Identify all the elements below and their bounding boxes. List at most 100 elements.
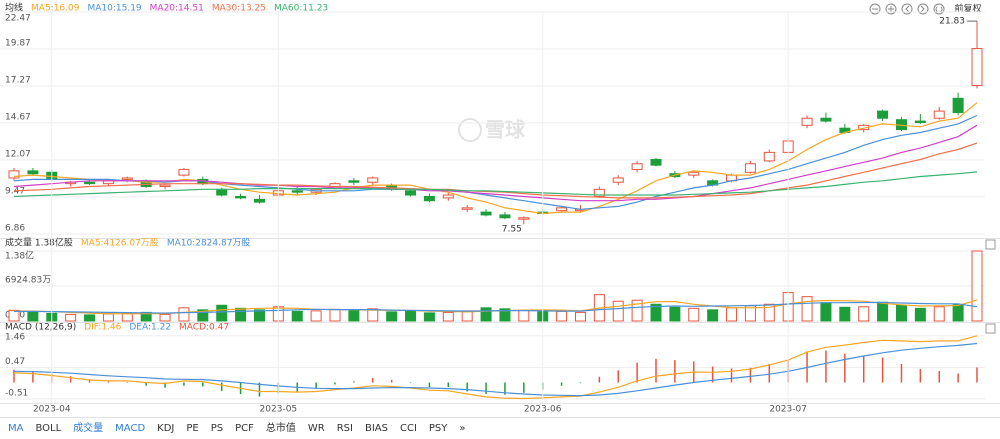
volume-bar: [574, 311, 586, 322]
candle-body: [763, 151, 775, 162]
volume-bar: [27, 311, 39, 322]
indicator-tab[interactable]: RSI: [337, 423, 353, 434]
y-tick-label: 17.27: [5, 75, 31, 85]
adjust-toggle[interactable]: 前复权: [954, 3, 981, 15]
volume-bar: [253, 309, 265, 322]
line-series: [13, 171, 978, 198]
move-left[interactable]: [901, 3, 913, 15]
volume-bar: [914, 307, 926, 322]
volume-bar: [612, 300, 624, 322]
line-series: [13, 342, 978, 397]
expand-volume[interactable]: [985, 239, 996, 250]
volume-bar: [669, 306, 681, 322]
y-tick-label: 22.47: [5, 14, 31, 24]
legend-entry: MACD:0.47: [179, 323, 229, 333]
zoom-out[interactable]: [869, 3, 881, 15]
volume-bar: [820, 302, 832, 322]
indicator-tab[interactable]: MACD: [115, 423, 145, 434]
expand-icons: [985, 239, 996, 334]
legend-entry: MA5:16.09: [31, 4, 80, 14]
volume-bar: [726, 307, 738, 322]
y-tick-label: 1.46: [5, 333, 25, 343]
watermark-logo: [458, 118, 482, 142]
legend-entry: MA10:2824.87万股: [167, 238, 251, 249]
candle-body: [253, 198, 265, 203]
legend-title: MACD (12,26,9): [5, 323, 76, 333]
volume-bar: [556, 310, 568, 322]
high-annotation: 21.83: [939, 17, 965, 27]
candle-body: [27, 170, 39, 175]
zoom-in[interactable]: [885, 3, 897, 15]
legend-entry: MA60:11.23: [274, 4, 328, 14]
candle-body: [801, 117, 813, 126]
candle-body: [480, 211, 492, 216]
volume-bar: [291, 310, 303, 322]
volume-bar: [442, 311, 454, 322]
volume-bar: [405, 310, 417, 322]
volume-bar: [877, 301, 889, 322]
move-right[interactable]: [917, 3, 929, 15]
indicator-tab[interactable]: PE: [186, 423, 198, 434]
x-tick-label: 2023-07: [769, 405, 807, 415]
indicator-tab[interactable]: PSY: [429, 423, 448, 434]
legend-entry: MA20:14.51: [150, 4, 204, 14]
volume-bar: [216, 304, 228, 322]
indicator-tab[interactable]: 总市值: [266, 421, 296, 434]
candle-body: [367, 177, 379, 183]
line-series: [13, 142, 978, 199]
expand-macd[interactable]: [985, 323, 996, 334]
indicator-tab[interactable]: PCF: [235, 423, 254, 434]
legend-entry: MA10:15.19: [87, 4, 141, 14]
watermark: 雪球: [458, 118, 526, 142]
indicator-tab[interactable]: BIAS: [365, 423, 388, 434]
volume-bar: [329, 308, 341, 322]
candle-body: [84, 181, 96, 185]
candle-body: [820, 117, 832, 122]
volume-bar: [631, 299, 643, 322]
watermark-text: 雪球: [485, 118, 526, 142]
candle-body: [914, 120, 926, 124]
volume-bar: [178, 307, 190, 322]
candle-body: [556, 207, 568, 212]
volume-bar: [763, 303, 775, 322]
candle-body: [442, 194, 454, 199]
volume-bar: [235, 307, 247, 322]
volume-bar: [895, 304, 907, 322]
low-annotation: 7.55: [502, 225, 522, 235]
indicator-tab[interactable]: WR: [308, 423, 325, 434]
x-tick-label: 2023-05: [260, 405, 298, 415]
volume-bar: [65, 313, 77, 322]
candle-body: [461, 207, 473, 210]
indicator-tab[interactable]: BOLL: [35, 423, 61, 434]
y-tick-label: 12.07: [5, 149, 31, 159]
volume-bar: [688, 307, 700, 322]
candle-body: [405, 190, 417, 196]
indicator-tab[interactable]: MA: [8, 423, 24, 434]
candle-body: [877, 110, 889, 119]
legend-entry: DIF:1.46: [84, 323, 121, 333]
y-tick-label: 6.86: [5, 224, 25, 234]
indicator-tab[interactable]: CCI: [400, 423, 417, 434]
volume-bar: [348, 309, 360, 322]
x-tick-label: 2023-04: [33, 405, 71, 415]
candle-body: [348, 180, 360, 183]
volume-bar: [952, 304, 964, 322]
indicator-tab[interactable]: PS: [211, 423, 223, 434]
reset[interactable]: [933, 3, 945, 15]
volume-bar: [423, 312, 435, 322]
indicator-tab[interactable]: KDJ: [157, 423, 174, 434]
volume-bar: [480, 307, 492, 322]
indicator-tab[interactable]: »: [459, 423, 465, 434]
x-tick-label: 2023-06: [524, 405, 562, 415]
volume-bar: [499, 308, 511, 322]
legend-entry: DEA:1.22: [129, 323, 171, 333]
volume-bar: [933, 306, 945, 322]
y-tick-label: 9.47: [5, 186, 25, 196]
indicator-tab[interactable]: 成交量: [73, 421, 103, 434]
candle-body: [518, 217, 530, 220]
candle-body: [159, 184, 171, 187]
candle-body: [499, 214, 511, 219]
volume-bar: [8, 309, 20, 322]
candle-body: [593, 188, 605, 197]
